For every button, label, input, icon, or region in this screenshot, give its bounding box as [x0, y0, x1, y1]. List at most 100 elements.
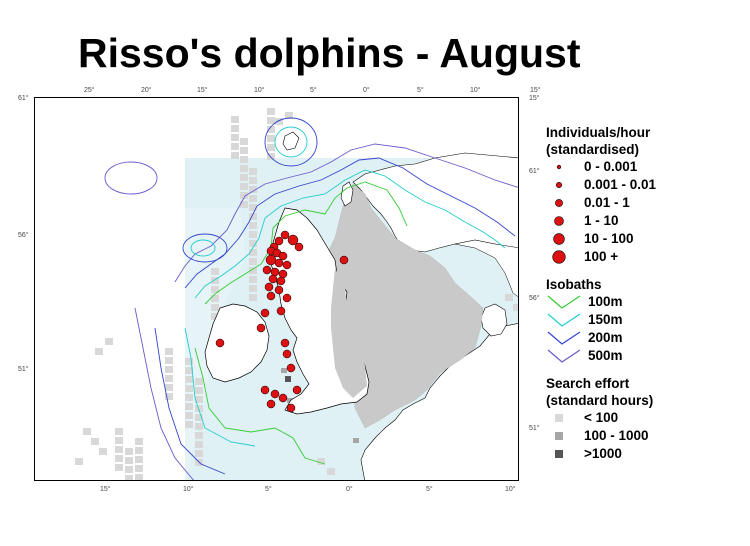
effort-square-symbol — [555, 432, 563, 440]
bottom-axis-label-5: 10° — [505, 486, 516, 493]
left-axis-label-1: 56° — [18, 232, 29, 239]
effort-square-low — [231, 125, 239, 132]
effort-square-low — [105, 338, 113, 345]
effort-square-low — [75, 458, 83, 465]
effort-square-low — [165, 366, 173, 373]
legend-isobaths: Isobaths 100m 150m 200m 500m — [546, 276, 746, 365]
effort-square-low — [95, 348, 103, 355]
legend-isobath-label: 100m — [588, 294, 623, 309]
sighting-marker — [266, 291, 276, 301]
sightings-layer — [215, 230, 349, 413]
effort-square-low — [240, 201, 248, 208]
legend-individuals-label: 0 - 0.001 — [584, 159, 638, 174]
effort-square-low — [249, 195, 257, 202]
effort-square-low — [249, 258, 257, 265]
effort-square-low — [249, 276, 257, 283]
effort-square-low — [195, 423, 203, 430]
top-axis-label-3: 10° — [254, 87, 265, 94]
effort-square-low — [231, 134, 239, 141]
effort-square-low — [267, 144, 275, 151]
effort-square-low — [185, 385, 193, 392]
legend-effort-label: 100 - 1000 — [584, 428, 649, 443]
effort-square-low — [115, 455, 123, 462]
effort-square-low — [91, 438, 99, 445]
effort-square-low — [165, 357, 173, 364]
effort-square-low — [249, 222, 257, 229]
sighting-marker — [280, 230, 290, 240]
left-axis-label-0: 61° — [18, 95, 29, 102]
effort-square-low — [135, 456, 143, 463]
shetland-islands — [340, 181, 354, 207]
effort-square-low — [185, 376, 193, 383]
faroe-islands — [282, 131, 300, 151]
effort-square-low — [267, 153, 275, 160]
sighting-marker — [286, 403, 296, 413]
legend-isobath-label: 150m — [588, 312, 623, 327]
sighting-marker — [276, 306, 286, 316]
effort-square-low — [267, 108, 275, 115]
isobath-line-symbol — [547, 313, 581, 327]
effort-square-low — [185, 367, 193, 374]
sighting-marker — [264, 282, 274, 292]
england-effort — [331, 268, 367, 398]
effort-square-low — [185, 421, 193, 428]
sighting-symbol — [554, 216, 564, 226]
isobath-ring-faroe — [264, 117, 318, 167]
effort-square-low — [185, 358, 193, 365]
effort-square-low — [249, 294, 257, 301]
sighting-marker — [268, 274, 278, 284]
sighting-marker — [292, 385, 302, 395]
legend-effort-label: < 100 — [584, 410, 619, 425]
sighting-marker — [262, 265, 272, 275]
map-title: Risso's dolphins - August — [78, 30, 581, 76]
sighting-marker — [276, 276, 286, 286]
legend-effort-row: 100 - 1000 — [546, 427, 746, 445]
effort-square-low — [135, 438, 143, 445]
map-legend: Individuals/hour (standardised) 0 - 0.00… — [546, 124, 746, 469]
sighting-marker — [287, 234, 299, 246]
effort-square-low — [513, 304, 518, 311]
sighting-marker — [270, 389, 280, 399]
effort-square-high — [285, 376, 291, 382]
effort-square-low — [249, 240, 257, 247]
legend-individuals: Individuals/hour (standardised) 0 - 0.00… — [546, 124, 746, 266]
top-axis-label-0: 25° — [84, 87, 95, 94]
legend-isobath-label: 500m — [588, 348, 623, 363]
legend-individuals-row: 0.01 - 1 — [546, 194, 746, 212]
legend-individuals-heading-1: Individuals/hour — [546, 125, 651, 140]
isobath-150m — [184, 169, 506, 447]
effort-square-low — [115, 446, 123, 453]
sighting-marker — [282, 293, 292, 303]
sighting-symbol — [552, 250, 566, 264]
effort-square-low — [195, 441, 203, 448]
legend-individuals-row: 10 - 100 — [546, 230, 746, 248]
effort-square-low — [135, 465, 143, 472]
effort-square-low — [240, 138, 248, 145]
top-axis-label-4: 5° — [310, 87, 317, 94]
sighting-symbol — [555, 199, 563, 207]
legend-individuals-label: 100 + — [584, 249, 619, 264]
legend-individuals-row: 0 - 0.001 — [546, 158, 746, 176]
right-axis-label-3: 51° — [529, 425, 540, 432]
effort-square-low — [505, 294, 513, 301]
legend-effort-row: >1000 — [546, 445, 746, 463]
effort-square-low — [249, 204, 257, 211]
effort-square-low — [327, 468, 335, 475]
sweden-land — [454, 239, 518, 297]
effort-square-low — [185, 394, 193, 401]
effort-square-symbol — [555, 450, 563, 458]
sighting-marker — [282, 349, 292, 359]
sighting-marker — [274, 285, 284, 295]
bottom-axis-label-3: 0° — [346, 486, 353, 493]
map-canvas — [75, 108, 518, 480]
left-axis-label-2: 51° — [18, 366, 29, 373]
sighting-marker — [270, 267, 280, 277]
isobath-100m — [194, 181, 408, 465]
effort-square-low — [185, 403, 193, 410]
isobath-ring-rockall — [182, 233, 228, 263]
isobath-line-symbol — [547, 349, 581, 363]
sighting-marker — [265, 254, 277, 266]
effort-square-low — [195, 414, 203, 421]
effort-square-low — [165, 384, 173, 391]
effort-square-low — [165, 375, 173, 382]
